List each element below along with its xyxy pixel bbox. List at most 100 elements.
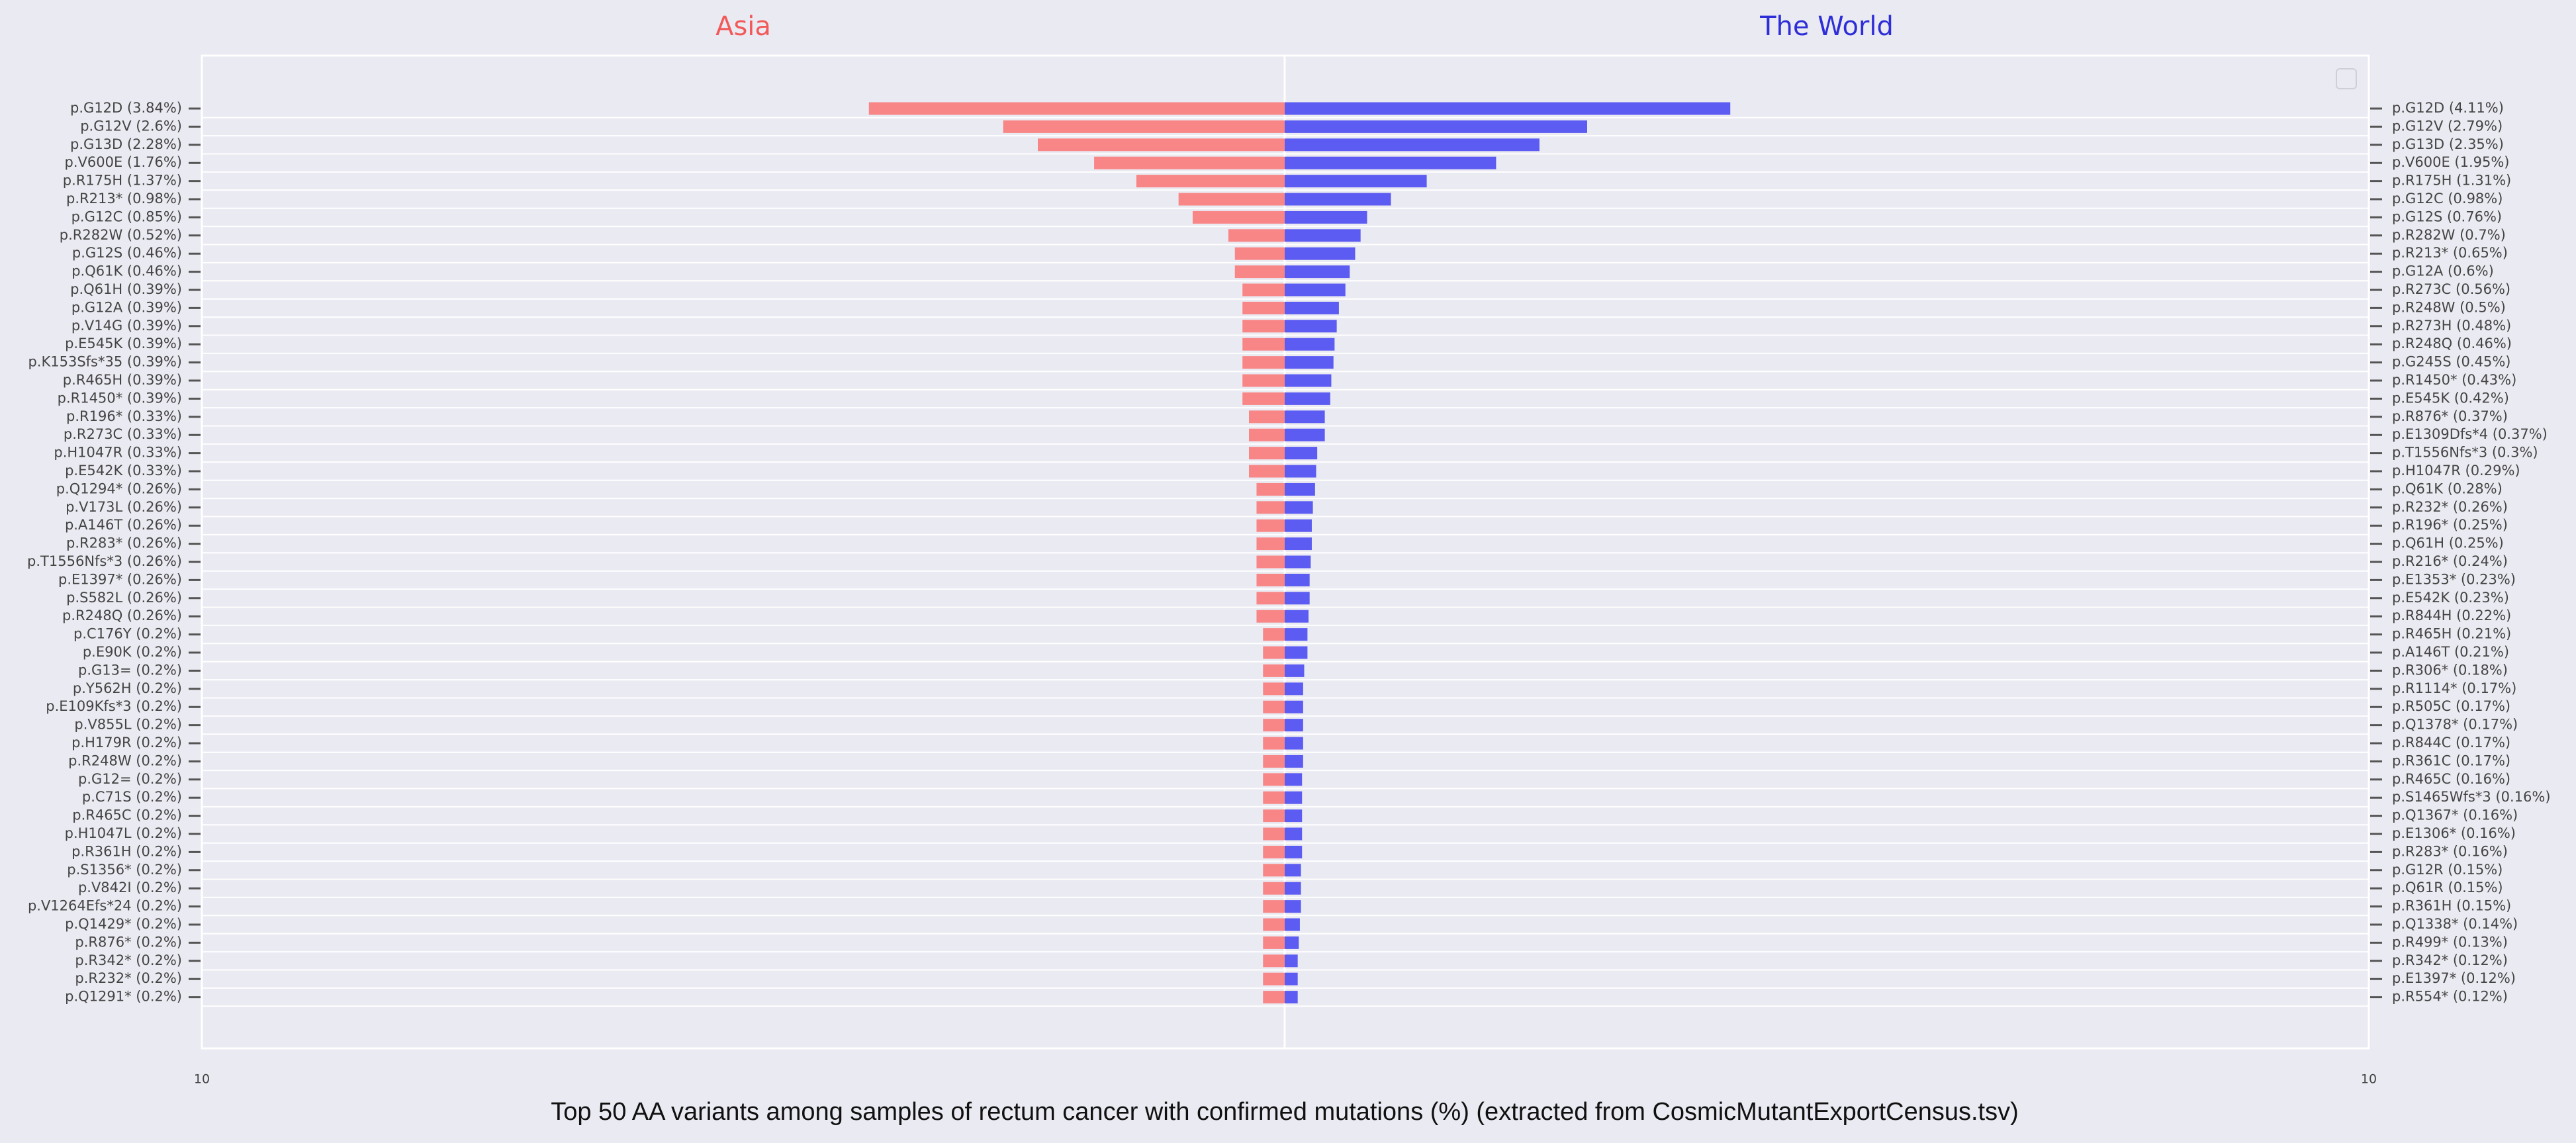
bar [1285,410,1325,424]
bar [1003,120,1285,133]
y-tick-label: p.R844C (0.17%) [2392,735,2510,751]
bar [1242,356,1285,369]
bar [1249,447,1285,460]
y-tick-label: p.R283* (0.26%) [66,535,182,551]
y-tick-label: p.R306* (0.18%) [2392,662,2508,678]
bar [1256,555,1285,569]
y-tick-label: p.R342* (0.12%) [2392,952,2508,968]
bar [1037,138,1285,152]
y-tick-label: p.V842I (0.2%) [78,880,182,895]
bar [1256,501,1285,514]
y-tick-label: p.G13D (2.35%) [2392,136,2504,152]
y-tick-label: p.E1306* (0.16%) [2392,825,2516,841]
bar [1285,537,1312,551]
bar [1263,845,1285,858]
y-tick-label: p.R282W (0.52%) [60,227,182,243]
y-tick-label: p.A146T (0.21%) [2392,644,2509,660]
bar [1285,592,1310,605]
bar [1285,719,1303,732]
bar [1285,900,1301,913]
y-tick-label: p.G12V (2.79%) [2392,118,2503,134]
y-tick-label: p.H1047R (0.33%) [54,445,182,461]
bar [1242,301,1285,314]
y-tick-label: p.R175H (1.31%) [2392,173,2511,189]
bar [1263,972,1285,985]
y-tick-label: p.H1047R (0.29%) [2392,463,2520,479]
legend-box [2336,68,2357,89]
bar [1263,882,1285,895]
bar [1285,102,1731,115]
bar [1285,120,1588,133]
bar [1263,900,1285,913]
bar [1285,283,1346,297]
y-tick-label: p.G12S (0.46%) [72,245,182,261]
y-tick-label: p.G12D (4.11%) [2392,100,2504,116]
bar [1285,918,1300,931]
y-tick-label: p.V1264Efs*24 (0.2%) [28,898,182,914]
y-tick-label: p.Q61H (0.39%) [70,281,182,297]
y-tick-label: p.A146T (0.26%) [65,517,182,533]
y-tick-label: p.R505C (0.17%) [2392,698,2510,714]
y-tick-label: p.R248Q (0.26%) [62,608,182,623]
bar [1242,320,1285,333]
y-tick-label: p.Q1378* (0.17%) [2392,717,2518,733]
bar [1285,210,1367,224]
bar [1285,991,1298,1004]
y-tick-label: p.G245S (0.45%) [2392,354,2510,370]
y-tick-label: p.R465C (0.2%) [72,807,182,823]
y-tick-label: p.R175H (1.37%) [63,173,182,189]
bar [1249,410,1285,424]
bar [1285,247,1356,260]
bar [1242,374,1285,387]
y-tick-label: p.H179R (0.2%) [71,735,182,751]
bar [1228,229,1285,242]
bar [1263,809,1285,823]
y-tick-label: p.R232* (0.2%) [75,970,182,986]
y-tick-label: p.R248W (0.5%) [2392,299,2506,315]
bar [1178,193,1285,206]
y-tick-label: p.R248W (0.2%) [68,753,182,768]
bar [1285,482,1315,496]
y-tick-label: p.V600E (1.76%) [65,154,183,170]
y-tick-label: p.E542K (0.33%) [65,463,182,479]
y-tick-label: p.G12D (3.84%) [70,100,182,116]
bar [1285,519,1312,532]
y-tick-label: p.V14G (0.39%) [71,318,182,334]
y-tick-label: p.G12C (0.85%) [71,208,182,224]
y-tick-label: p.R844H (0.22%) [2392,608,2511,623]
bar [1285,809,1303,823]
bar [1256,519,1285,532]
bar [1285,356,1334,369]
y-tick-label: p.K153Sfs*35 (0.39%) [28,354,182,370]
bar [1263,954,1285,968]
bar [1285,229,1361,242]
y-tick-label: p.S1465Wfs*3 (0.16%) [2392,789,2551,805]
bar [1285,646,1308,659]
bar [1285,754,1303,768]
bar [1285,737,1303,750]
y-tick-label: p.E545K (0.39%) [65,336,182,351]
y-tick-label: p.G12= (0.2%) [78,771,182,787]
bar [1242,392,1285,405]
y-tick-label: p.E542K (0.23%) [2392,590,2509,606]
y-tick-label: p.R196* (0.33%) [66,408,182,424]
bar [1285,428,1325,441]
bar [1263,991,1285,1004]
y-tick-label: p.R216* (0.24%) [2392,553,2508,569]
y-tick-label: p.Q1338* (0.14%) [2392,916,2518,932]
bar [1285,610,1309,623]
bar [1285,501,1313,514]
bar [1256,482,1285,496]
y-tick-label: p.R196* (0.25%) [2392,517,2508,533]
bar [1136,175,1285,188]
y-tick-label: p.R283* (0.16%) [2392,843,2508,859]
bar [1285,791,1303,804]
bar [1263,918,1285,931]
y-tick-label: p.T1556Nfs*3 (0.3%) [2392,445,2538,461]
bar [1285,193,1391,206]
y-tick-label: p.R465C (0.16%) [2392,771,2510,787]
y-tick-label: p.C176Y (0.2%) [73,626,182,642]
bar [1234,265,1285,279]
bar [1256,592,1285,605]
y-tick-label: p.E90K (0.2%) [83,644,182,660]
